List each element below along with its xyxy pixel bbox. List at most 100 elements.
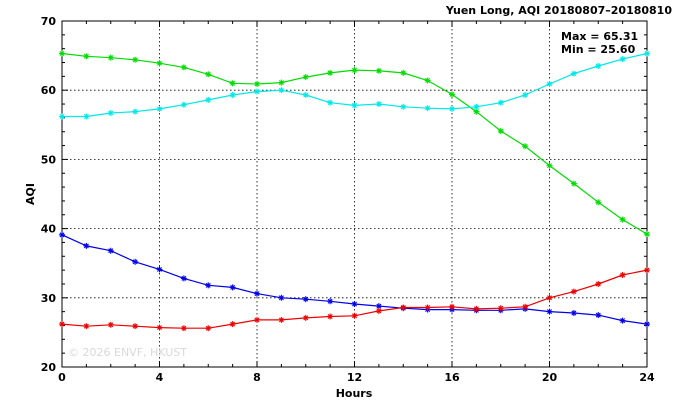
data-point-marker bbox=[522, 92, 529, 99]
data-point-marker bbox=[156, 266, 163, 273]
data-point-marker bbox=[449, 91, 455, 98]
data-point-marker bbox=[375, 101, 382, 108]
data-point-marker bbox=[156, 105, 163, 112]
data-point-marker bbox=[546, 162, 553, 169]
data-point-marker bbox=[278, 87, 285, 94]
data-point-marker bbox=[522, 303, 529, 310]
data-point-marker bbox=[473, 108, 480, 115]
data-point-marker bbox=[302, 314, 309, 321]
data-point-marker bbox=[327, 69, 334, 76]
data-point-marker bbox=[351, 312, 358, 319]
data-point-marker bbox=[595, 312, 602, 319]
data-point-marker bbox=[180, 275, 187, 282]
data-point-marker bbox=[132, 258, 139, 265]
data-point-marker bbox=[107, 54, 114, 61]
series-4 bbox=[59, 267, 650, 332]
data-point-marker bbox=[205, 325, 212, 332]
data-point-marker bbox=[473, 305, 480, 312]
stats-max: Max = 65.31 bbox=[561, 30, 638, 43]
data-point-marker bbox=[156, 60, 163, 67]
y-tick-label: 20 bbox=[41, 361, 57, 374]
data-point-marker bbox=[327, 313, 334, 320]
x-tick-label: 20 bbox=[542, 371, 558, 384]
data-point-marker bbox=[278, 316, 285, 323]
data-point-marker bbox=[180, 64, 187, 71]
chart-title: Yuen Long, AQI 20180807–20180810 bbox=[445, 4, 672, 17]
x-tick-label: 4 bbox=[156, 371, 164, 384]
data-point-marker bbox=[449, 303, 455, 310]
data-point-marker bbox=[473, 103, 480, 110]
data-point-marker bbox=[400, 103, 407, 110]
data-point-marker bbox=[278, 79, 285, 86]
x-tick-label: 16 bbox=[444, 371, 460, 384]
y-tick-label: 40 bbox=[41, 223, 57, 236]
data-point-marker bbox=[595, 199, 602, 206]
data-point-marker bbox=[351, 67, 358, 74]
data-point-marker bbox=[59, 321, 65, 328]
data-point-marker bbox=[497, 99, 504, 106]
data-point-marker bbox=[156, 324, 163, 331]
series-line bbox=[61, 52, 648, 235]
x-tick-label: 24 bbox=[639, 371, 655, 384]
data-point-marker bbox=[375, 307, 382, 314]
data-point-marker bbox=[83, 323, 90, 330]
data-point-marker bbox=[449, 105, 455, 112]
data-point-marker bbox=[302, 92, 309, 99]
data-point-marker bbox=[302, 296, 309, 303]
data-point-marker bbox=[229, 284, 236, 291]
data-point-marker bbox=[107, 247, 114, 254]
data-point-marker bbox=[205, 96, 212, 103]
data-point-marker bbox=[254, 80, 260, 87]
data-point-marker bbox=[229, 80, 236, 87]
y-tick-labels: 20 30 40 50 60 70 bbox=[41, 15, 57, 374]
data-point-marker bbox=[424, 105, 431, 112]
data-point-marker bbox=[546, 308, 553, 315]
x-tick-label: 8 bbox=[253, 371, 261, 384]
data-point-marker bbox=[570, 70, 577, 77]
data-point-marker bbox=[522, 143, 529, 150]
series-2 bbox=[59, 50, 650, 120]
data-point-marker bbox=[327, 298, 334, 305]
data-point-marker bbox=[59, 113, 65, 120]
data-point-marker bbox=[400, 304, 407, 311]
data-point-marker bbox=[424, 77, 431, 84]
data-point-marker bbox=[644, 231, 650, 238]
y-tick-label: 60 bbox=[41, 84, 57, 97]
data-point-marker bbox=[83, 53, 90, 60]
data-point-marker bbox=[644, 321, 650, 328]
data-point-marker bbox=[619, 56, 626, 63]
data-point-marker bbox=[644, 50, 650, 57]
data-point-marker bbox=[546, 294, 553, 301]
data-point-marker bbox=[132, 56, 139, 63]
data-point-marker bbox=[619, 271, 626, 278]
y-tick-label: 50 bbox=[41, 153, 57, 166]
stats-min: Min = 25.60 bbox=[561, 43, 636, 56]
data-point-marker bbox=[107, 321, 114, 328]
data-point-marker bbox=[107, 110, 114, 117]
data-point-marker bbox=[132, 323, 139, 330]
data-point-marker bbox=[497, 305, 504, 312]
y-axis-label: AQI bbox=[24, 183, 37, 205]
data-point-marker bbox=[132, 108, 139, 115]
data-point-marker bbox=[570, 288, 577, 295]
data-point-marker bbox=[254, 290, 260, 297]
data-point-marker bbox=[254, 316, 260, 323]
data-point-marker bbox=[180, 101, 187, 108]
data-point-marker bbox=[83, 113, 90, 120]
x-tick-label: 0 bbox=[58, 371, 66, 384]
data-point-marker bbox=[619, 317, 626, 324]
data-point-marker bbox=[595, 280, 602, 287]
data-point-marker bbox=[351, 301, 358, 308]
data-point-marker bbox=[619, 216, 626, 223]
data-point-marker bbox=[546, 80, 553, 87]
x-tick-labels: 0 4 8 12 16 20 24 bbox=[58, 371, 655, 384]
data-point-marker bbox=[302, 74, 309, 81]
data-point-marker bbox=[180, 325, 187, 332]
data-point-marker bbox=[375, 67, 382, 74]
data-point-marker bbox=[59, 50, 65, 57]
watermark: © 2026 ENVF, HKUST bbox=[68, 346, 187, 359]
series-line bbox=[61, 234, 648, 325]
series-1 bbox=[59, 50, 650, 238]
data-point-marker bbox=[644, 267, 650, 274]
